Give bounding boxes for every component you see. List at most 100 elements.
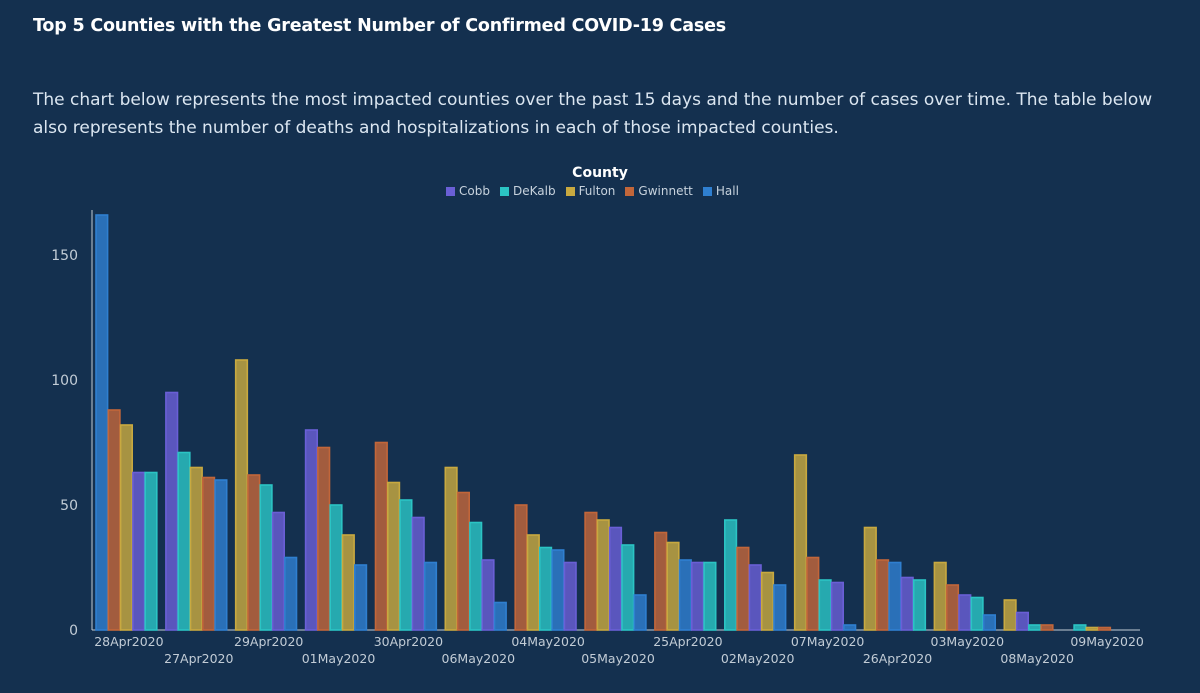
bar-dekalb-08May2020[interactable] bbox=[1028, 624, 1042, 631]
bar-gwinnett-03May2020[interactable] bbox=[945, 584, 960, 631]
bar-fulton-03May2020[interactable] bbox=[933, 561, 947, 631]
bar-fulton-01May2020[interactable] bbox=[341, 534, 355, 631]
bar-gwinnett-29Apr2020[interactable] bbox=[247, 474, 261, 631]
bar-fulton-26Apr2020[interactable] bbox=[863, 526, 877, 631]
legend-item-hall[interactable]: Hall bbox=[702, 184, 739, 198]
bar-fulton-06May2020[interactable] bbox=[444, 466, 458, 631]
bar-dekalb-29Apr2020[interactable] bbox=[259, 484, 273, 631]
bar-gwinnett-01May2020[interactable] bbox=[317, 446, 331, 631]
bar-hall-06May2020[interactable] bbox=[493, 601, 507, 631]
bar-fulton-07May2020[interactable] bbox=[793, 454, 808, 631]
bar-hall-27Apr2020[interactable] bbox=[214, 479, 228, 631]
legend-label: Gwinnett bbox=[638, 184, 693, 198]
bar-fulton-25Apr2020[interactable] bbox=[666, 541, 680, 631]
bar-cobb-05May2020[interactable] bbox=[608, 526, 623, 631]
bar-cobb-03May2020[interactable] bbox=[958, 594, 972, 631]
bar-gwinnett-08May2020[interactable] bbox=[1040, 624, 1054, 631]
bar-dekalb-26Apr2020[interactable] bbox=[912, 579, 927, 631]
legend-label: DeKalb bbox=[512, 184, 556, 198]
bar-hall-07May2020[interactable] bbox=[843, 624, 857, 631]
bar-gwinnett-04May2020[interactable] bbox=[514, 504, 528, 631]
bar-dekalb-04May2020[interactable] bbox=[538, 546, 553, 631]
bar-hall-25Apr2020[interactable] bbox=[678, 559, 692, 631]
y-tick-label: 100 bbox=[51, 373, 78, 389]
bar-hall-03May2020[interactable] bbox=[982, 614, 996, 631]
bar-hall-28Apr2020[interactable] bbox=[95, 214, 109, 631]
x-tick-label: 30Apr2020 bbox=[374, 634, 443, 649]
bar-gwinnett-05May2020[interactable] bbox=[584, 511, 598, 631]
legend-swatch bbox=[446, 186, 455, 196]
legend[interactable]: Cobb DeKalb Fulton Gwinnett Hall bbox=[446, 184, 739, 198]
bar-gwinnett-09May2020[interactable] bbox=[1097, 626, 1112, 631]
chart-title: Top 5 Counties with the Greatest Number … bbox=[33, 16, 726, 36]
bar-hall-02May2020[interactable] bbox=[773, 584, 787, 631]
bar-gwinnett-27Apr2020[interactable] bbox=[202, 476, 216, 631]
bar-gwinnett-30Apr2020[interactable] bbox=[374, 441, 388, 631]
bar-dekalb-09May2020[interactable] bbox=[1073, 624, 1087, 631]
x-tick-label: 27Apr2020 bbox=[164, 651, 233, 666]
bar-gwinnett-26Apr2020[interactable] bbox=[875, 559, 890, 631]
bar-dekalb-01May2020[interactable] bbox=[329, 504, 343, 631]
bar-dekalb-30Apr2020[interactable] bbox=[399, 499, 413, 631]
x-tick-label: 29Apr2020 bbox=[234, 634, 303, 649]
bar-cobb-30Apr2020[interactable] bbox=[411, 516, 425, 631]
x-tick-label: 01May2020 bbox=[302, 651, 376, 666]
bar-dekalb-27Apr2020[interactable] bbox=[177, 451, 191, 631]
legend-swatch bbox=[625, 186, 635, 196]
bar-dekalb-02May2020[interactable] bbox=[723, 519, 738, 631]
bar-fulton-30Apr2020[interactable] bbox=[386, 481, 401, 631]
legend-swatch bbox=[702, 186, 712, 196]
bar-cobb-01May2020[interactable] bbox=[304, 429, 319, 631]
x-tick-label: 02May2020 bbox=[721, 651, 795, 666]
bar-cobb-04May2020[interactable] bbox=[563, 561, 577, 631]
bar-gwinnett-07May2020[interactable] bbox=[806, 556, 820, 631]
bar-fulton-09May2020[interactable] bbox=[1085, 626, 1099, 631]
legend-swatch bbox=[499, 186, 509, 196]
x-tick-label: 05May2020 bbox=[581, 651, 655, 666]
bar-gwinnett-28Apr2020[interactable] bbox=[107, 409, 121, 631]
x-tick-label: 07May2020 bbox=[791, 634, 865, 649]
bar-cobb-02May2020[interactable] bbox=[748, 564, 762, 631]
bar-dekalb-07May2020[interactable] bbox=[818, 579, 832, 631]
bar-hall-05May2020[interactable] bbox=[633, 594, 647, 631]
bar-fulton-27Apr2020[interactable] bbox=[189, 466, 203, 631]
legend-item-fulton[interactable]: Fulton bbox=[565, 184, 616, 198]
legend-item-gwinnett[interactable]: Gwinnett bbox=[625, 184, 693, 198]
bar-dekalb-03May2020[interactable] bbox=[970, 596, 984, 631]
bar-cobb-06May2020[interactable] bbox=[481, 559, 495, 631]
legend-swatch bbox=[565, 186, 575, 196]
bar-fulton-08May2020[interactable] bbox=[1003, 599, 1017, 631]
x-tick-label: 04May2020 bbox=[511, 634, 585, 649]
bar-cobb-25Apr2020[interactable] bbox=[690, 561, 705, 631]
legend-item-dekalb[interactable]: DeKalb bbox=[499, 184, 556, 198]
bar-hall-04May2020[interactable] bbox=[551, 549, 565, 631]
bar-cobb-26Apr2020[interactable] bbox=[900, 576, 914, 631]
bar-cobb-28Apr2020[interactable] bbox=[132, 471, 146, 631]
bar-gwinnett-06May2020[interactable] bbox=[456, 491, 471, 631]
legend-item-cobb[interactable]: Cobb bbox=[446, 184, 490, 198]
bar-fulton-29Apr2020[interactable] bbox=[234, 359, 249, 631]
bar-gwinnett-02May2020[interactable] bbox=[736, 546, 750, 631]
bar-hall-01May2020[interactable] bbox=[353, 564, 368, 631]
x-tick-label: 26Apr2020 bbox=[863, 651, 932, 666]
bar-hall-29Apr2020[interactable] bbox=[284, 556, 298, 631]
legend-label: Hall bbox=[715, 184, 739, 198]
bar-dekalb-25Apr2020[interactable] bbox=[703, 561, 717, 631]
bar-cobb-07May2020[interactable] bbox=[830, 581, 844, 631]
bar-dekalb-05May2020[interactable] bbox=[621, 544, 635, 631]
x-tick-label: 03May2020 bbox=[931, 634, 1005, 649]
bar-fulton-05May2020[interactable] bbox=[596, 519, 610, 631]
bar-cobb-08May2020[interactable] bbox=[1015, 611, 1029, 631]
bar-cobb-27Apr2020[interactable] bbox=[165, 391, 179, 631]
bar-dekalb-28Apr2020[interactable] bbox=[144, 471, 158, 631]
bar-fulton-04May2020[interactable] bbox=[526, 534, 540, 631]
bar-hall-30Apr2020[interactable] bbox=[423, 561, 438, 631]
bar-hall-26Apr2020[interactable] bbox=[888, 561, 902, 631]
bar-dekalb-06May2020[interactable] bbox=[469, 521, 483, 631]
bar-fulton-28Apr2020[interactable] bbox=[119, 424, 133, 631]
bar-cobb-29Apr2020[interactable] bbox=[271, 511, 286, 631]
bar-gwinnett-25Apr2020[interactable] bbox=[654, 531, 668, 631]
bar-fulton-02May2020[interactable] bbox=[760, 571, 775, 631]
legend-label: Fulton bbox=[578, 184, 616, 198]
